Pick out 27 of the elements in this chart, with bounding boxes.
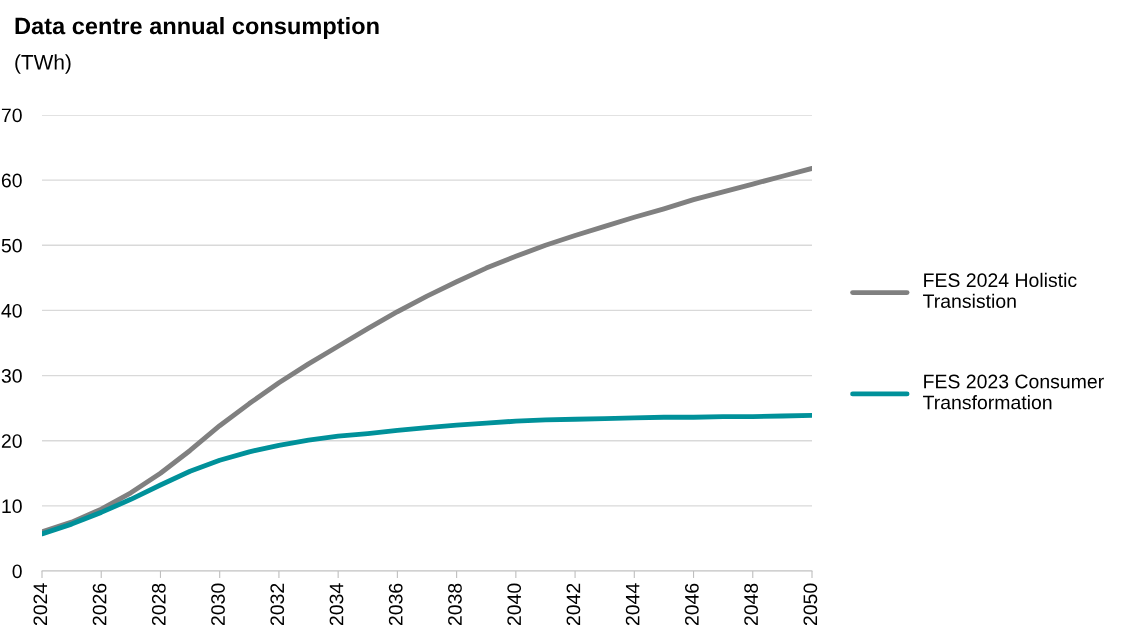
line-series: [42, 412, 812, 537]
legend-label: FES 2024 Holistic Transistion: [923, 272, 1077, 309]
x-tick-label: 2048: [744, 583, 758, 626]
x-tick-label: 2042: [566, 583, 581, 626]
x-tick-label: 2030: [211, 583, 225, 626]
x-tick-label: 2046: [684, 583, 699, 626]
y-tick-label: 70: [1, 108, 22, 123]
y-tick-label: 30: [1, 369, 22, 383]
y-tick-label: 40: [1, 303, 22, 318]
x-tick-label: 2036: [388, 583, 403, 626]
y-tick-label: 0: [12, 564, 22, 579]
x-tick-label: 2050: [803, 583, 818, 626]
x-tick-label: 2026: [92, 583, 107, 626]
y-tick-label: 10: [2, 499, 22, 514]
x-tick-label: 2034: [329, 583, 344, 626]
x-tick-label: 2040: [507, 583, 522, 626]
x-tick-label: 2028: [151, 583, 166, 626]
chart-subtitle: (TWh): [15, 54, 71, 74]
x-tick-label: 2032: [270, 583, 285, 626]
y-tick-label: 20: [1, 434, 22, 448]
legend-label: FES 2023 Consumer Transformation: [923, 374, 1104, 410]
chart-title: Data centre annual consumption: [15, 17, 379, 39]
y-tick-label: 50: [1, 238, 22, 253]
x-tick-label: 2024: [33, 583, 48, 626]
x-tick-label: 2044: [625, 583, 640, 626]
y-tick-label: 60: [1, 173, 22, 188]
x-tick-label: 2038: [448, 583, 462, 626]
